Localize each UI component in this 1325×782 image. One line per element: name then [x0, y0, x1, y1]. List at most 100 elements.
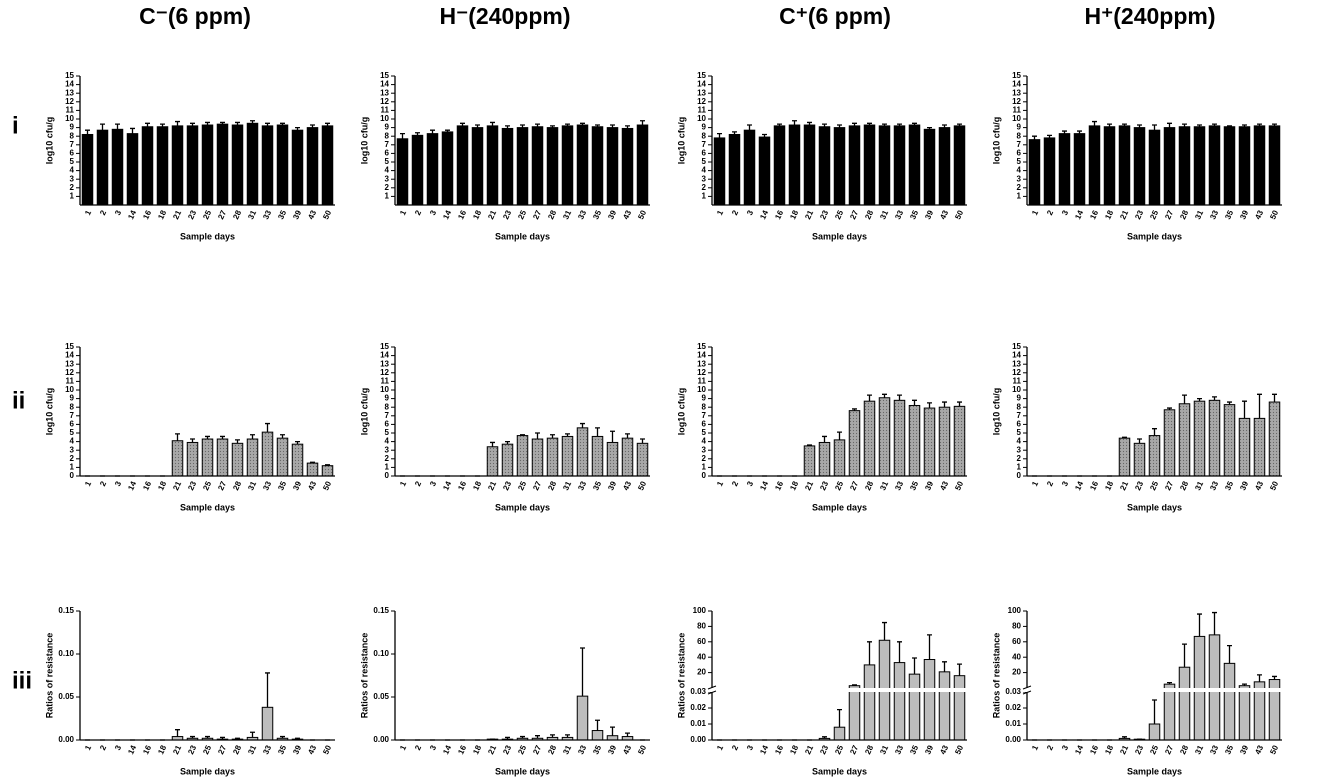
- error-bar: [1122, 436, 1127, 439]
- x-tick-label: 21: [803, 479, 815, 491]
- error-bar: [957, 401, 962, 407]
- x-tick-label: 28: [546, 208, 558, 220]
- x-tick-label: 31: [878, 479, 890, 491]
- x-tick-label: 2: [730, 208, 740, 216]
- x-tick-label: 1: [398, 208, 408, 216]
- y-tick-label: 2: [1017, 183, 1022, 192]
- error-bar: [942, 401, 947, 408]
- y-tick-label: 11: [698, 106, 707, 115]
- x-axis-label: Sample days: [1127, 502, 1182, 512]
- x-tick-label: 14: [126, 743, 138, 755]
- error-bar: [565, 123, 570, 126]
- y-tick-label: 12: [697, 368, 706, 377]
- x-tick-label: 14: [758, 479, 770, 491]
- x-tick-label: 1: [83, 208, 93, 216]
- error-bar: [295, 126, 300, 131]
- x-tick-label: 27: [216, 479, 228, 491]
- bar: [938, 127, 951, 206]
- bar: [788, 124, 801, 206]
- bar: [1058, 133, 1071, 206]
- x-tick-label: 39: [1238, 208, 1250, 220]
- y-tick-label: 2: [1017, 454, 1022, 463]
- y-tick-label: 14: [65, 80, 74, 89]
- error-bar: [580, 647, 585, 697]
- x-tick-label: 50: [1268, 208, 1280, 220]
- bar: [953, 405, 966, 477]
- bar: [1163, 127, 1176, 206]
- y-tick-label: 1: [1017, 192, 1022, 201]
- x-tick-label: 33: [893, 743, 905, 755]
- x-tick-label: 1: [715, 743, 725, 751]
- bar: [923, 407, 936, 477]
- y-tick-label: 6: [385, 420, 390, 429]
- error-bar: [807, 444, 812, 446]
- bar: [261, 706, 274, 741]
- y-tick-label: 0: [702, 471, 707, 480]
- y-axis-label: Ratios of resistance: [991, 633, 1001, 719]
- x-tick-label: 2: [98, 743, 108, 751]
- y-tick-label: 0.00: [373, 735, 389, 744]
- x-tick-label: 23: [501, 479, 513, 491]
- error-bar: [1257, 393, 1262, 419]
- x-tick-label: 39: [923, 208, 935, 220]
- y-tick-label: 5: [70, 428, 75, 437]
- y-tick-label: 13: [697, 88, 706, 97]
- bar: [863, 664, 876, 741]
- bar: [1088, 125, 1101, 206]
- error-bar: [942, 124, 947, 128]
- bar: [833, 127, 846, 206]
- x-tick-label: 50: [953, 743, 965, 755]
- y-axis-label: log10 cfu/g: [44, 117, 54, 165]
- x-tick-label: 39: [606, 479, 618, 491]
- y-tick-label: 7: [70, 411, 75, 420]
- y-tick-label: 13: [65, 88, 74, 97]
- x-tick-label: 25: [516, 479, 528, 491]
- error-bar: [175, 433, 180, 441]
- x-tick-label: 14: [441, 743, 453, 755]
- bar: [803, 445, 816, 477]
- x-tick-label: 31: [1193, 208, 1205, 220]
- bar: [833, 439, 846, 477]
- bar: [396, 138, 409, 206]
- bar: [878, 397, 891, 477]
- y-tick-label: 4: [385, 437, 390, 446]
- bar: [156, 126, 169, 206]
- error-bar: [595, 124, 600, 127]
- bar: [501, 443, 514, 477]
- x-tick-label: 21: [171, 743, 183, 755]
- error-bar: [1257, 674, 1262, 682]
- x-tick-label: 18: [156, 208, 168, 220]
- x-tick-label: 18: [1103, 743, 1115, 755]
- error-bar: [505, 736, 510, 740]
- x-tick-label: 16: [773, 479, 785, 491]
- y-tick-label: 1: [70, 192, 75, 201]
- y-tick-label: 3: [1017, 445, 1022, 454]
- x-tick-label: 16: [773, 208, 785, 220]
- bar: [531, 126, 544, 206]
- x-tick-label: 43: [1253, 208, 1265, 220]
- x-axis-label: Sample days: [1127, 231, 1182, 241]
- error-bar: [882, 621, 887, 641]
- y-tick-label: 60: [697, 637, 706, 646]
- x-tick-label: 21: [486, 479, 498, 491]
- error-bar: [565, 734, 570, 738]
- x-tick-label: 27: [848, 743, 860, 755]
- y-tick-label: 13: [1012, 359, 1021, 368]
- x-tick-label: 35: [1223, 208, 1235, 220]
- y-tick-label: 2: [702, 454, 707, 463]
- y-tick-label: 13: [380, 359, 389, 368]
- bar: [1148, 435, 1161, 477]
- x-tick-label: 16: [456, 479, 468, 491]
- error-bar: [1242, 683, 1247, 686]
- x-tick-label: 43: [938, 479, 950, 491]
- x-tick-label: 25: [833, 479, 845, 491]
- y-tick-label: 9: [385, 123, 390, 132]
- error-bar: [220, 121, 225, 125]
- y-tick-label: 0.10: [373, 649, 389, 658]
- x-tick-label: 27: [531, 208, 543, 220]
- bar: [591, 730, 604, 741]
- bar: [773, 125, 786, 206]
- y-tick-label: 6: [1017, 420, 1022, 429]
- x-tick-label: 35: [276, 208, 288, 220]
- x-tick-label: 35: [591, 479, 603, 491]
